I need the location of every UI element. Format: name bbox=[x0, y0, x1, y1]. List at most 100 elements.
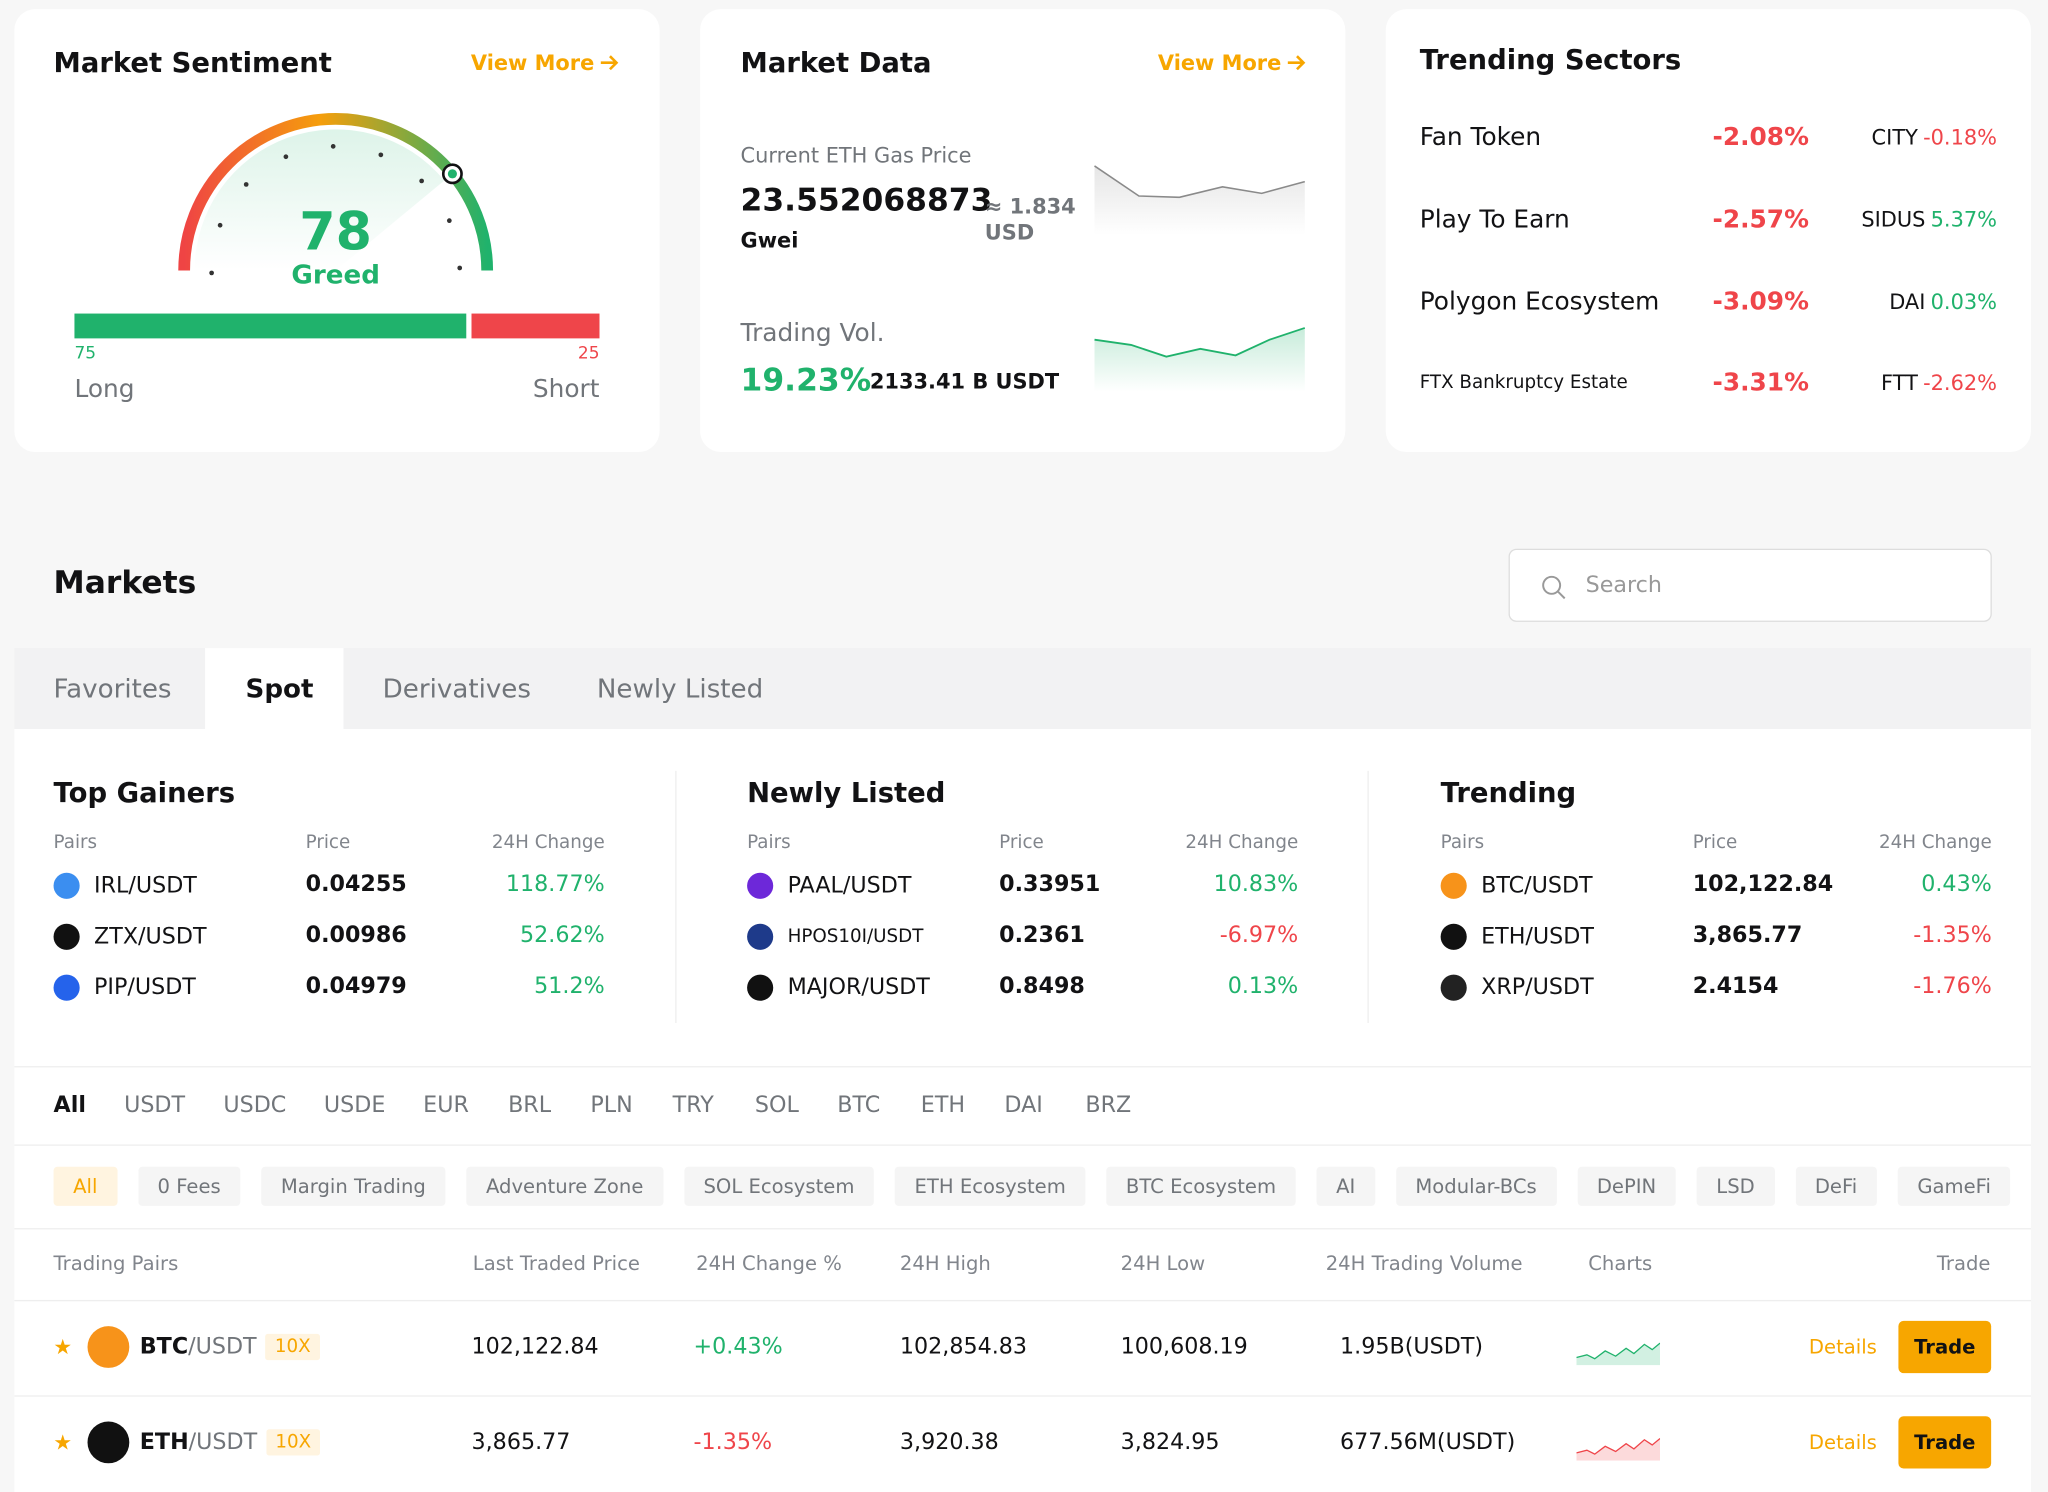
gauge-dot bbox=[457, 265, 463, 271]
column-header[interactable]: Last Traded Price bbox=[472, 1251, 640, 1276]
quote-tab[interactable]: BRL bbox=[508, 1092, 552, 1119]
divider bbox=[14, 1395, 2031, 1397]
column-header[interactable]: 24H Change % bbox=[696, 1251, 842, 1276]
card-title: Trending Sectors bbox=[1419, 44, 1682, 76]
sector-name: FTX Bankruptcy Estate bbox=[1419, 372, 1628, 394]
filter-chip[interactable]: SOL Ecosystem bbox=[683, 1166, 875, 1206]
pair-change: -1.35% bbox=[1913, 922, 1992, 949]
quote-tab[interactable]: SOL bbox=[754, 1092, 799, 1119]
pair-name[interactable]: ETH/USDT bbox=[1481, 923, 1594, 950]
pair-change: 118.77% bbox=[505, 871, 605, 898]
filter-chip[interactable]: Adventure Zone bbox=[466, 1166, 663, 1206]
pair-name[interactable]: ZTX/USDT bbox=[94, 923, 207, 950]
pair-name[interactable]: XRP/USDT bbox=[1481, 974, 1594, 1001]
high-price: 3,920.38 bbox=[899, 1429, 999, 1456]
pair-price: 0.00986 bbox=[305, 922, 407, 949]
pair-name[interactable]: BTC/USDT bbox=[1481, 872, 1593, 899]
quote-tab[interactable]: USDE bbox=[323, 1092, 386, 1119]
pair-name[interactable]: HPOS10I/USDT bbox=[787, 926, 924, 948]
quote-tab[interactable]: EUR bbox=[423, 1092, 469, 1119]
filter-chip[interactable]: 0 Fees bbox=[137, 1166, 241, 1206]
panel-header: Price bbox=[1692, 832, 1738, 854]
coin-icon bbox=[1440, 923, 1467, 950]
quote-tab[interactable]: BTC bbox=[837, 1092, 881, 1119]
gauge-fill bbox=[194, 129, 445, 271]
filter-chip[interactable]: LSD bbox=[1696, 1166, 1775, 1206]
long-label: Long bbox=[74, 374, 135, 404]
short-label: Short bbox=[532, 374, 600, 404]
panel-title: Newly Listed bbox=[747, 777, 946, 809]
pair-price: 102,122.84 bbox=[1692, 871, 1834, 898]
arrow-icon bbox=[600, 55, 619, 71]
pair-price: 0.04255 bbox=[305, 871, 407, 898]
mini-chart-line bbox=[1576, 1437, 1661, 1461]
last-price: 102,122.84 bbox=[471, 1333, 599, 1361]
coin-icon bbox=[747, 872, 774, 899]
search-box[interactable] bbox=[1508, 548, 1992, 622]
coin-icon bbox=[87, 1421, 130, 1464]
quote-tab[interactable]: TRY bbox=[672, 1092, 714, 1119]
pair-price: 0.2361 bbox=[999, 922, 1085, 949]
filter-chip[interactable]: Margin Trading bbox=[261, 1166, 446, 1206]
panel-header: Price bbox=[999, 832, 1044, 854]
filter-chip[interactable]: ETH Ecosystem bbox=[894, 1166, 1086, 1206]
pair-name[interactable]: MAJOR/USDT bbox=[787, 974, 930, 1001]
quote-tab[interactable]: USDT bbox=[124, 1092, 186, 1119]
gas-unit: Gwei bbox=[740, 227, 799, 253]
market-tab[interactable]: Newly Listed bbox=[596, 672, 764, 705]
pair-name[interactable]: PAAL/USDT bbox=[787, 872, 912, 899]
pair-name[interactable]: PIP/USDT bbox=[94, 974, 196, 1001]
details-link[interactable]: Details bbox=[1808, 1430, 1877, 1455]
panel-header: Pairs bbox=[53, 832, 98, 854]
pair-price: 0.8498 bbox=[999, 973, 1085, 1000]
filter-chip[interactable]: GameFi bbox=[1897, 1166, 2011, 1206]
filter-chip[interactable]: All bbox=[53, 1166, 118, 1206]
trending-sectors-card bbox=[1385, 9, 2031, 453]
market-tab[interactable]: Favorites bbox=[53, 672, 172, 705]
gas-usd-unit: USD bbox=[984, 220, 1035, 245]
mini-chart-line bbox=[1576, 1342, 1661, 1366]
pair-name[interactable]: IRL/USDT bbox=[94, 872, 197, 899]
panel-header: 24H Change bbox=[1878, 832, 1992, 854]
market-tab[interactable]: Derivatives bbox=[382, 672, 531, 705]
coin-icon bbox=[53, 923, 80, 950]
details-link[interactable]: Details bbox=[1808, 1335, 1877, 1359]
favorite-star[interactable]: ★ bbox=[53, 1429, 73, 1455]
market-tab[interactable]: Spot bbox=[245, 672, 314, 705]
coin-change: 0.03% bbox=[1930, 289, 1998, 315]
sector-change: -2.08% bbox=[1712, 122, 1809, 152]
quote-tab[interactable]: BRZ bbox=[1085, 1092, 1132, 1119]
column-header[interactable]: 24H Trading Volume bbox=[1325, 1251, 1523, 1276]
quote-tab[interactable]: ETH bbox=[920, 1092, 966, 1119]
view-more-link[interactable]: View More bbox=[1157, 50, 1282, 76]
quote-tab[interactable]: All bbox=[53, 1092, 86, 1119]
trading-volume: 677.56M(USDT) bbox=[1340, 1429, 1516, 1456]
panel-header: 24H Change bbox=[491, 832, 605, 854]
column-header: Trade bbox=[1936, 1251, 1991, 1276]
pair-change: 52.62% bbox=[520, 922, 605, 949]
gas-value: 23.552068873 bbox=[740, 181, 993, 219]
trade-button[interactable]: Trade bbox=[1898, 1416, 1992, 1469]
panel-header: Pairs bbox=[1440, 832, 1485, 854]
filter-chip[interactable]: Modular-BCs bbox=[1395, 1166, 1557, 1206]
quote-tab[interactable]: USDC bbox=[223, 1092, 287, 1119]
filter-chip[interactable]: BTC Ecosystem bbox=[1106, 1166, 1296, 1206]
gas-sparkline-area bbox=[1094, 165, 1305, 236]
pair-base[interactable]: ETH bbox=[139, 1429, 189, 1456]
pair-base[interactable]: BTC bbox=[139, 1333, 189, 1361]
quote-tab[interactable]: DAI bbox=[1004, 1092, 1043, 1119]
filter-chip[interactable]: DeFi bbox=[1795, 1166, 1877, 1206]
long-value: 75 bbox=[74, 344, 97, 364]
trade-button[interactable]: Trade bbox=[1898, 1320, 1992, 1374]
filter-chip[interactable]: AI bbox=[1316, 1166, 1375, 1206]
view-more-link[interactable]: View More bbox=[470, 50, 595, 76]
pair-change: 0.43% bbox=[1921, 871, 1992, 898]
pair-change: -1.76% bbox=[1913, 973, 1992, 1000]
panel-header: 24H Change bbox=[1185, 832, 1299, 854]
change-percent: -1.35% bbox=[693, 1429, 773, 1456]
quote-tab[interactable]: PLN bbox=[590, 1092, 633, 1119]
leverage-badge: 10X bbox=[265, 1333, 320, 1361]
filter-chip[interactable]: DePIN bbox=[1577, 1166, 1676, 1206]
column-header: Trading Pairs bbox=[53, 1251, 179, 1276]
favorite-star[interactable]: ★ bbox=[53, 1334, 73, 1360]
